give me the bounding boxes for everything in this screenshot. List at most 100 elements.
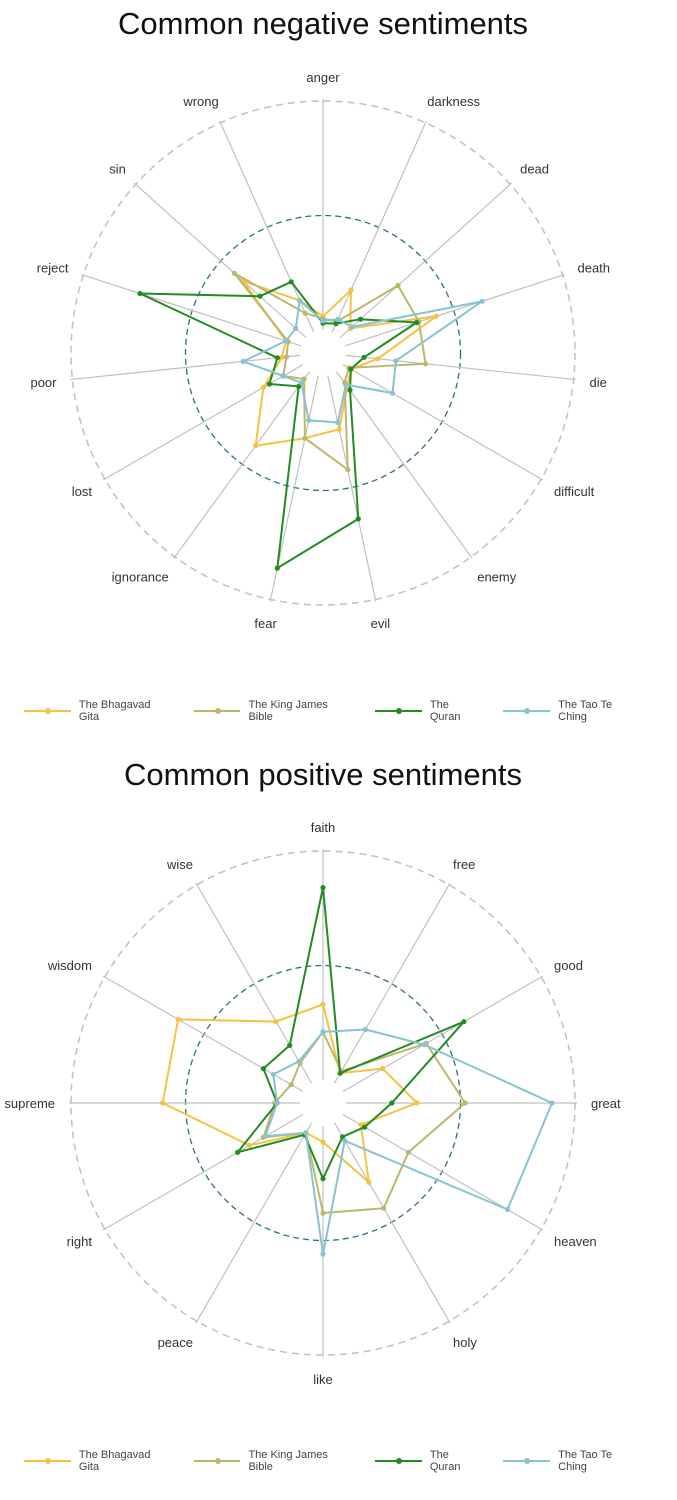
legend-label: The Bhagavad Gita	[78, 699, 151, 723]
point-the-tao-te-ching-wrong	[297, 298, 303, 304]
point-the-quran-good	[461, 1019, 467, 1025]
spoke-wrong	[219, 120, 315, 333]
legend-swatch-the-tao-te-ching	[503, 708, 551, 714]
point-the-quran-fear	[274, 565, 280, 571]
axis-label-darkness: darkness	[427, 94, 480, 109]
point-the-king-james-bible-holy	[381, 1205, 387, 1211]
point-the-tao-te-ching-free	[362, 1026, 368, 1033]
point-the-bhagavad-gita-ignorance	[253, 443, 259, 449]
point-the-bhagavad-gita-lost	[260, 384, 266, 390]
point-the-tao-te-ching-darkness	[335, 316, 341, 322]
spoke-peace	[195, 1122, 313, 1324]
spoke-free	[333, 882, 451, 1084]
axis-label-evil: evil	[371, 616, 391, 631]
legend-swatch-the-bhagavad-gita	[24, 708, 71, 714]
legend-swatch-the-quran	[375, 1458, 422, 1464]
axis-label-death: death	[577, 261, 610, 276]
point-the-quran-difficult	[348, 366, 354, 372]
legend-item-the-king-james-bible: The King James Bible	[193, 699, 353, 723]
point-the-quran-wisdom	[260, 1066, 266, 1072]
chart-title-negative: Common negative sentiments	[117, 6, 529, 41]
axis-label-heaven: heaven	[554, 1234, 597, 1249]
point-the-quran-wise	[287, 1042, 293, 1048]
axis-label-like: like	[313, 1372, 333, 1387]
legend-label: The Bhagavad Gita	[78, 1449, 151, 1473]
spoke-good	[342, 975, 544, 1093]
legend-label: The Tao Te Ching	[558, 1449, 613, 1473]
point-the-quran-like	[320, 1176, 326, 1182]
point-the-quran-sin	[257, 293, 263, 299]
legend-swatch-the-bhagavad-gita	[24, 1458, 71, 1464]
point-the-quran-die	[361, 354, 367, 360]
legend-label: The King James Bible	[248, 699, 328, 723]
axis-label-sin: sin	[109, 161, 126, 176]
point-the-quran-darkness	[333, 321, 339, 327]
point-the-bhagavad-gita-darkness	[348, 287, 354, 293]
mean-circle	[184, 214, 462, 492]
point-the-tao-te-ching-peace	[303, 1130, 309, 1136]
legend-item-the-quran: The Quran	[375, 699, 481, 723]
point-the-tao-te-ching-like	[320, 1251, 326, 1257]
spoke-evil	[327, 375, 377, 602]
point-the-bhagavad-gita-supreme	[160, 1100, 166, 1106]
point-the-quran-heaven	[362, 1124, 368, 1130]
series-the-bhagavad-gita	[160, 1001, 420, 1185]
point-the-bhagavad-gita-holy	[366, 1179, 372, 1185]
axis-label-ignorance: ignorance	[112, 569, 169, 584]
axis-label-anger: anger	[306, 70, 340, 85]
point-the-bhagavad-gita-faith	[320, 1001, 326, 1007]
legend-item-the-tao-te-ching: The Tao Te Ching	[503, 699, 642, 723]
axis-label-dead: dead	[520, 161, 549, 176]
point-the-bhagavad-gita-great	[414, 1100, 420, 1106]
spoke-holy	[333, 1122, 451, 1324]
point-the-tao-te-ching-anger	[320, 318, 326, 324]
series-line-the-king-james-bible	[233, 272, 427, 471]
spoke-wisdom	[102, 975, 304, 1093]
axis-label-difficult: difficult	[554, 484, 595, 499]
legend-label: The King James Bible	[248, 1449, 328, 1473]
legend-swatch-the-quran	[375, 708, 422, 714]
point-the-tao-te-ching-good	[421, 1042, 427, 1048]
spoke-reject	[81, 273, 302, 347]
point-the-tao-te-ching-wisdom	[270, 1071, 276, 1077]
axis-label-faith: faith	[311, 820, 336, 835]
point-the-king-james-bible-dead	[395, 282, 401, 289]
spoke-enemy	[336, 371, 473, 559]
spoke-dead	[339, 182, 513, 339]
axis-label-right: right	[67, 1234, 93, 1249]
legend-item-the-tao-te-ching: The Tao Te Ching	[503, 1449, 642, 1473]
axis-label-enemy: enemy	[477, 569, 517, 584]
point-the-tao-te-ching-difficult	[389, 390, 396, 396]
point-the-tao-te-ching-wise	[296, 1058, 302, 1064]
point-the-quran-holy	[339, 1134, 346, 1140]
point-the-bhagavad-gita-like	[320, 1139, 326, 1145]
axis-label-peace: peace	[158, 1335, 193, 1350]
legend-swatch-the-tao-te-ching	[503, 1458, 551, 1464]
legend-item-the-bhagavad-gita: The Bhagavad Gita	[24, 1449, 172, 1473]
point-the-quran-faith	[320, 885, 326, 891]
series-the-king-james-bible	[231, 270, 429, 473]
legend-label: The Quran	[429, 1449, 461, 1473]
spoke-poor	[70, 354, 301, 381]
series-the-tao-te-ching	[240, 298, 485, 426]
point-the-tao-te-ching-supreme	[274, 1100, 280, 1106]
spoke-death	[344, 273, 565, 347]
legend-positive: The Bhagavad Gita The King James Bible The…	[24, 1449, 664, 1473]
point-the-tao-te-ching-lost	[280, 373, 286, 379]
point-the-tao-te-ching-die	[393, 358, 399, 364]
chart-title-positive: Common positive sentiments	[124, 757, 522, 792]
point-the-bhagavad-gita-wisdom	[175, 1016, 181, 1022]
legend-item-the-bhagavad-gita: The Bhagavad Gita	[24, 699, 172, 723]
point-the-king-james-bible-ignorance	[301, 376, 307, 382]
point-the-king-james-bible-wisdom	[288, 1082, 294, 1088]
point-the-king-james-bible-like	[320, 1210, 326, 1216]
legend-swatch-the-king-james-bible	[193, 708, 241, 714]
point-the-tao-te-ching-death	[479, 298, 485, 304]
point-the-tao-te-ching-reject	[283, 338, 289, 344]
point-the-quran-right	[235, 1149, 241, 1155]
point-the-tao-te-ching-sin	[293, 325, 299, 331]
series-line-the-tao-te-ching	[242, 299, 484, 424]
point-the-king-james-bible-great	[462, 1100, 468, 1106]
legend-label: The Tao Te Ching	[558, 699, 613, 723]
point-the-quran-lost	[266, 381, 272, 387]
